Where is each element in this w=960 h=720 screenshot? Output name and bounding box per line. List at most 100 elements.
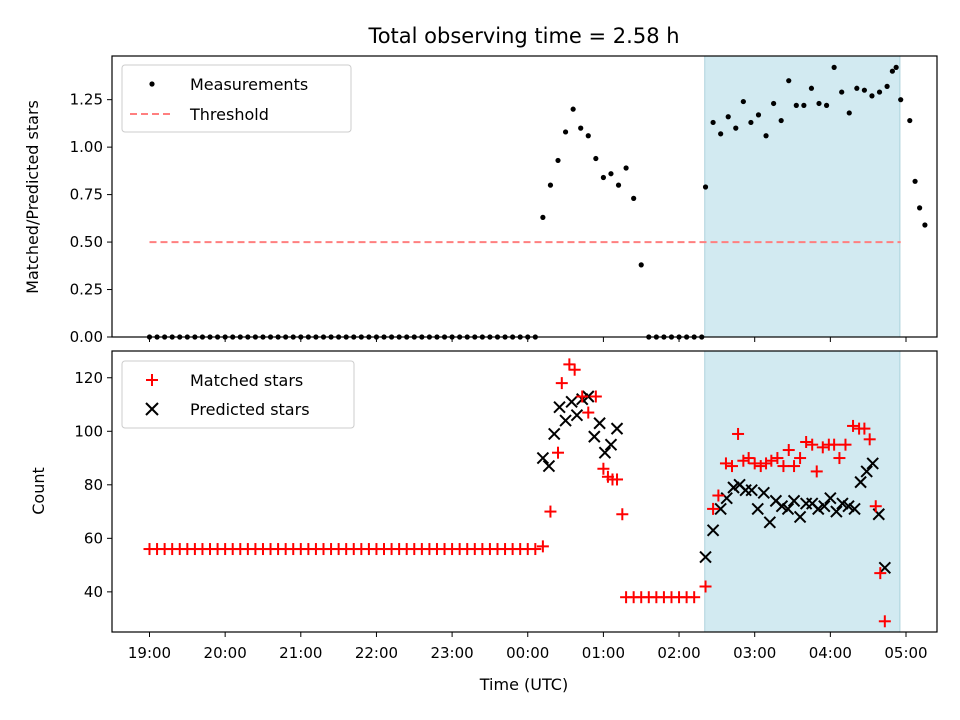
measurement-point <box>778 117 784 124</box>
measurement-point <box>555 157 561 164</box>
shaded-region-top <box>704 55 901 338</box>
measurement-point <box>846 110 852 116</box>
matched-star-marker <box>788 460 801 473</box>
matched-star-marker <box>576 390 589 403</box>
measurement-point <box>615 182 622 188</box>
bottom-x-axis: 19:00 20:00 21:00 22:00 23:00 00:00 01:00 02:00… <box>128 632 928 662</box>
measurement-point <box>578 125 584 131</box>
y-tick-label: 0.25 <box>70 281 103 299</box>
predicted-star-marker <box>787 494 801 508</box>
measurement-point <box>771 100 777 107</box>
x-tick-label: 22:00 <box>355 644 398 662</box>
y-tick-label: 1.00 <box>70 138 103 156</box>
x-tick-label: 23:00 <box>430 644 473 662</box>
predicted-star-marker <box>542 459 556 473</box>
predicted-star-marker <box>565 395 578 409</box>
matched-star-marker <box>737 454 750 467</box>
measurement-point <box>876 89 883 95</box>
matched-star-marker <box>874 567 887 580</box>
matched-star-marker <box>544 505 557 518</box>
matched-star-marker <box>582 406 595 419</box>
measurement-point <box>786 78 792 84</box>
matched-star-marker <box>839 438 852 451</box>
measurement-point <box>547 182 554 188</box>
matched-star-marker <box>726 460 739 473</box>
matched-star-marker <box>589 390 602 403</box>
measurement-point <box>912 178 918 184</box>
x-tick-label: 05:00 <box>884 644 927 662</box>
predicted-star-marker <box>553 400 566 414</box>
measurement-point <box>823 102 830 108</box>
measurement-point <box>861 87 867 93</box>
measurement-point <box>917 205 923 211</box>
bottom-plot-frame <box>111 350 938 633</box>
predicted-star-marker <box>548 427 561 441</box>
predicted-star-marker <box>818 500 831 513</box>
measurement-point <box>816 100 822 107</box>
predicted-star-marker <box>854 475 867 489</box>
predicted-star-marker <box>763 516 777 529</box>
top-y-axis: 0.00 0.25 0.50 0.75 1.00 1.25 <box>70 91 112 346</box>
matched-star-marker <box>800 435 813 448</box>
measurement-point <box>562 129 569 135</box>
matched-star-marker <box>616 508 629 521</box>
legend-measurements-label: Measurements <box>190 75 308 94</box>
y-tick-label: 0.00 <box>70 328 103 346</box>
matched-star-markers <box>143 358 891 628</box>
predicted-star-marker <box>714 502 727 516</box>
measurement-point <box>869 93 875 99</box>
matched-star-marker <box>552 446 565 459</box>
x-tick-label: 03:00 <box>733 644 776 662</box>
matched-star-marker <box>563 358 576 371</box>
measurement-point <box>631 195 637 201</box>
x-tick-label: 04:00 <box>809 644 852 662</box>
measurement-legend-marker <box>149 81 155 87</box>
matched-star-marker <box>828 438 841 451</box>
matched-star-marker <box>536 540 549 553</box>
predicted-star-marker <box>830 505 843 518</box>
x-tick-label: 19:00 <box>128 644 171 662</box>
predicted-star-marker <box>706 524 720 537</box>
measurement-point <box>540 214 546 220</box>
legend-predicted-label: Predicted stars <box>190 400 310 419</box>
shaded-region-bottom <box>704 350 901 633</box>
matched-star-marker <box>597 462 610 475</box>
x-tick-label: 21:00 <box>279 644 322 662</box>
measurement-point <box>884 83 890 89</box>
top-legend-box <box>121 64 352 133</box>
x-tick-label: 02:00 <box>657 644 700 662</box>
predicted-star-marker <box>860 465 873 478</box>
measurement-point <box>623 165 629 171</box>
y-tick-label: 40 <box>84 583 103 601</box>
measurement-point <box>718 131 724 137</box>
measurement-point <box>889 68 895 74</box>
predicted-star-marker <box>745 483 758 497</box>
measurement-point <box>608 171 614 177</box>
top-legend: Measurements Threshold <box>121 64 352 133</box>
predicted-star-marker <box>751 502 764 516</box>
bottom-legend: Matched stars Predicted stars <box>121 360 355 429</box>
predicted-star-markers <box>536 390 892 574</box>
measurement-point <box>638 262 644 268</box>
measurement-point <box>702 184 709 190</box>
measurement-point <box>922 222 928 228</box>
y-tick-label: 100 <box>74 422 103 440</box>
matched-star-marker <box>529 543 542 556</box>
y-tick-label: 0.50 <box>70 233 103 251</box>
matched-star-marker <box>858 422 871 435</box>
x-axis-label: Time (UTC) <box>479 675 568 694</box>
measurement-point <box>593 155 599 162</box>
matched-star-marker <box>806 438 819 451</box>
y-tick-label: 60 <box>84 529 103 547</box>
predicted-star-marker <box>598 446 612 459</box>
matched-star-marker <box>833 452 846 465</box>
measurement-point <box>801 102 807 108</box>
measurement-point <box>570 106 576 112</box>
measurement-point <box>585 133 591 139</box>
measurement-point <box>808 85 815 91</box>
matched-star-marker <box>771 452 784 465</box>
x-tick-label: 20:00 <box>204 644 247 662</box>
predicted-star-marker <box>536 451 550 465</box>
bottom-y-axis-label: Count <box>29 467 48 515</box>
